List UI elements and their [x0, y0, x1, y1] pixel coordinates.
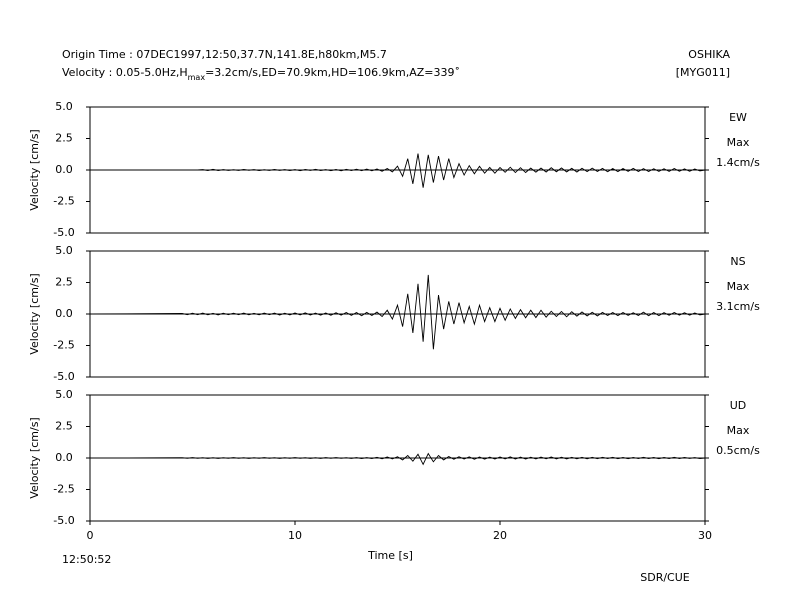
y-tick-label: 5.0 — [55, 100, 73, 113]
x-tick-label: 20 — [493, 529, 507, 542]
filter-text: =3.2cm/s,ED=70.9km,HD=106.9km,AZ=339˚ — [205, 66, 460, 79]
y-tick-label: 5.0 — [55, 388, 73, 401]
component-label: NS — [730, 255, 745, 268]
y-tick-label: 2.5 — [55, 420, 73, 433]
component-label: UD — [730, 399, 747, 412]
filter-line: Velocity : 0.05-5.0Hz,Hmax=3.2cm/s,ED=70… — [62, 66, 460, 82]
x-axis-label: Time [s] — [367, 549, 413, 562]
y-tick-label: 2.5 — [55, 276, 73, 289]
y-tick-label: -5.0 — [53, 226, 74, 239]
y-tick-label: -5.0 — [53, 514, 74, 527]
waveform — [89, 274, 706, 350]
max-label: Max — [727, 424, 750, 437]
max-value: 0.5cm/s — [716, 444, 760, 457]
y-tick-label: 5.0 — [55, 244, 73, 257]
max-label: Max — [727, 136, 750, 149]
filter-text: Velocity : 0.05-5.0Hz,H — [62, 66, 188, 79]
x-tick-label: 10 — [288, 529, 302, 542]
y-tick-label: 0.0 — [55, 451, 73, 464]
station-name: OSHIKA — [688, 48, 730, 61]
waveform — [89, 452, 706, 466]
y-tick-label: 2.5 — [55, 132, 73, 145]
max-label: Max — [727, 280, 750, 293]
y-tick-label: 0.0 — [55, 307, 73, 320]
y-tick-label: 0.0 — [55, 163, 73, 176]
max-value: 3.1cm/s — [716, 300, 760, 313]
origin-line: Origin Time : 07DEC1997,12:50,37.7N,141.… — [62, 48, 387, 61]
start-time: 12:50:52 — [62, 553, 111, 566]
x-tick-label: 0 — [87, 529, 94, 542]
y-tick-label: -2.5 — [53, 195, 74, 208]
credit: SDR/CUE — [640, 571, 690, 584]
component-label: EW — [729, 111, 747, 124]
filter-subscript: max — [188, 73, 206, 82]
y-axis-label: Velocity [cm/s] — [28, 273, 41, 354]
y-axis-label: Velocity [cm/s] — [28, 417, 41, 498]
y-tick-label: -5.0 — [53, 370, 74, 383]
station-code: [MYG011] — [676, 66, 730, 79]
x-tick-label: 30 — [698, 529, 712, 542]
y-axis-label: Velocity [cm/s] — [28, 129, 41, 210]
y-tick-label: -2.5 — [53, 483, 74, 496]
y-tick-label: -2.5 — [53, 339, 74, 352]
waveform — [90, 153, 706, 188]
max-value: 1.4cm/s — [716, 156, 760, 169]
